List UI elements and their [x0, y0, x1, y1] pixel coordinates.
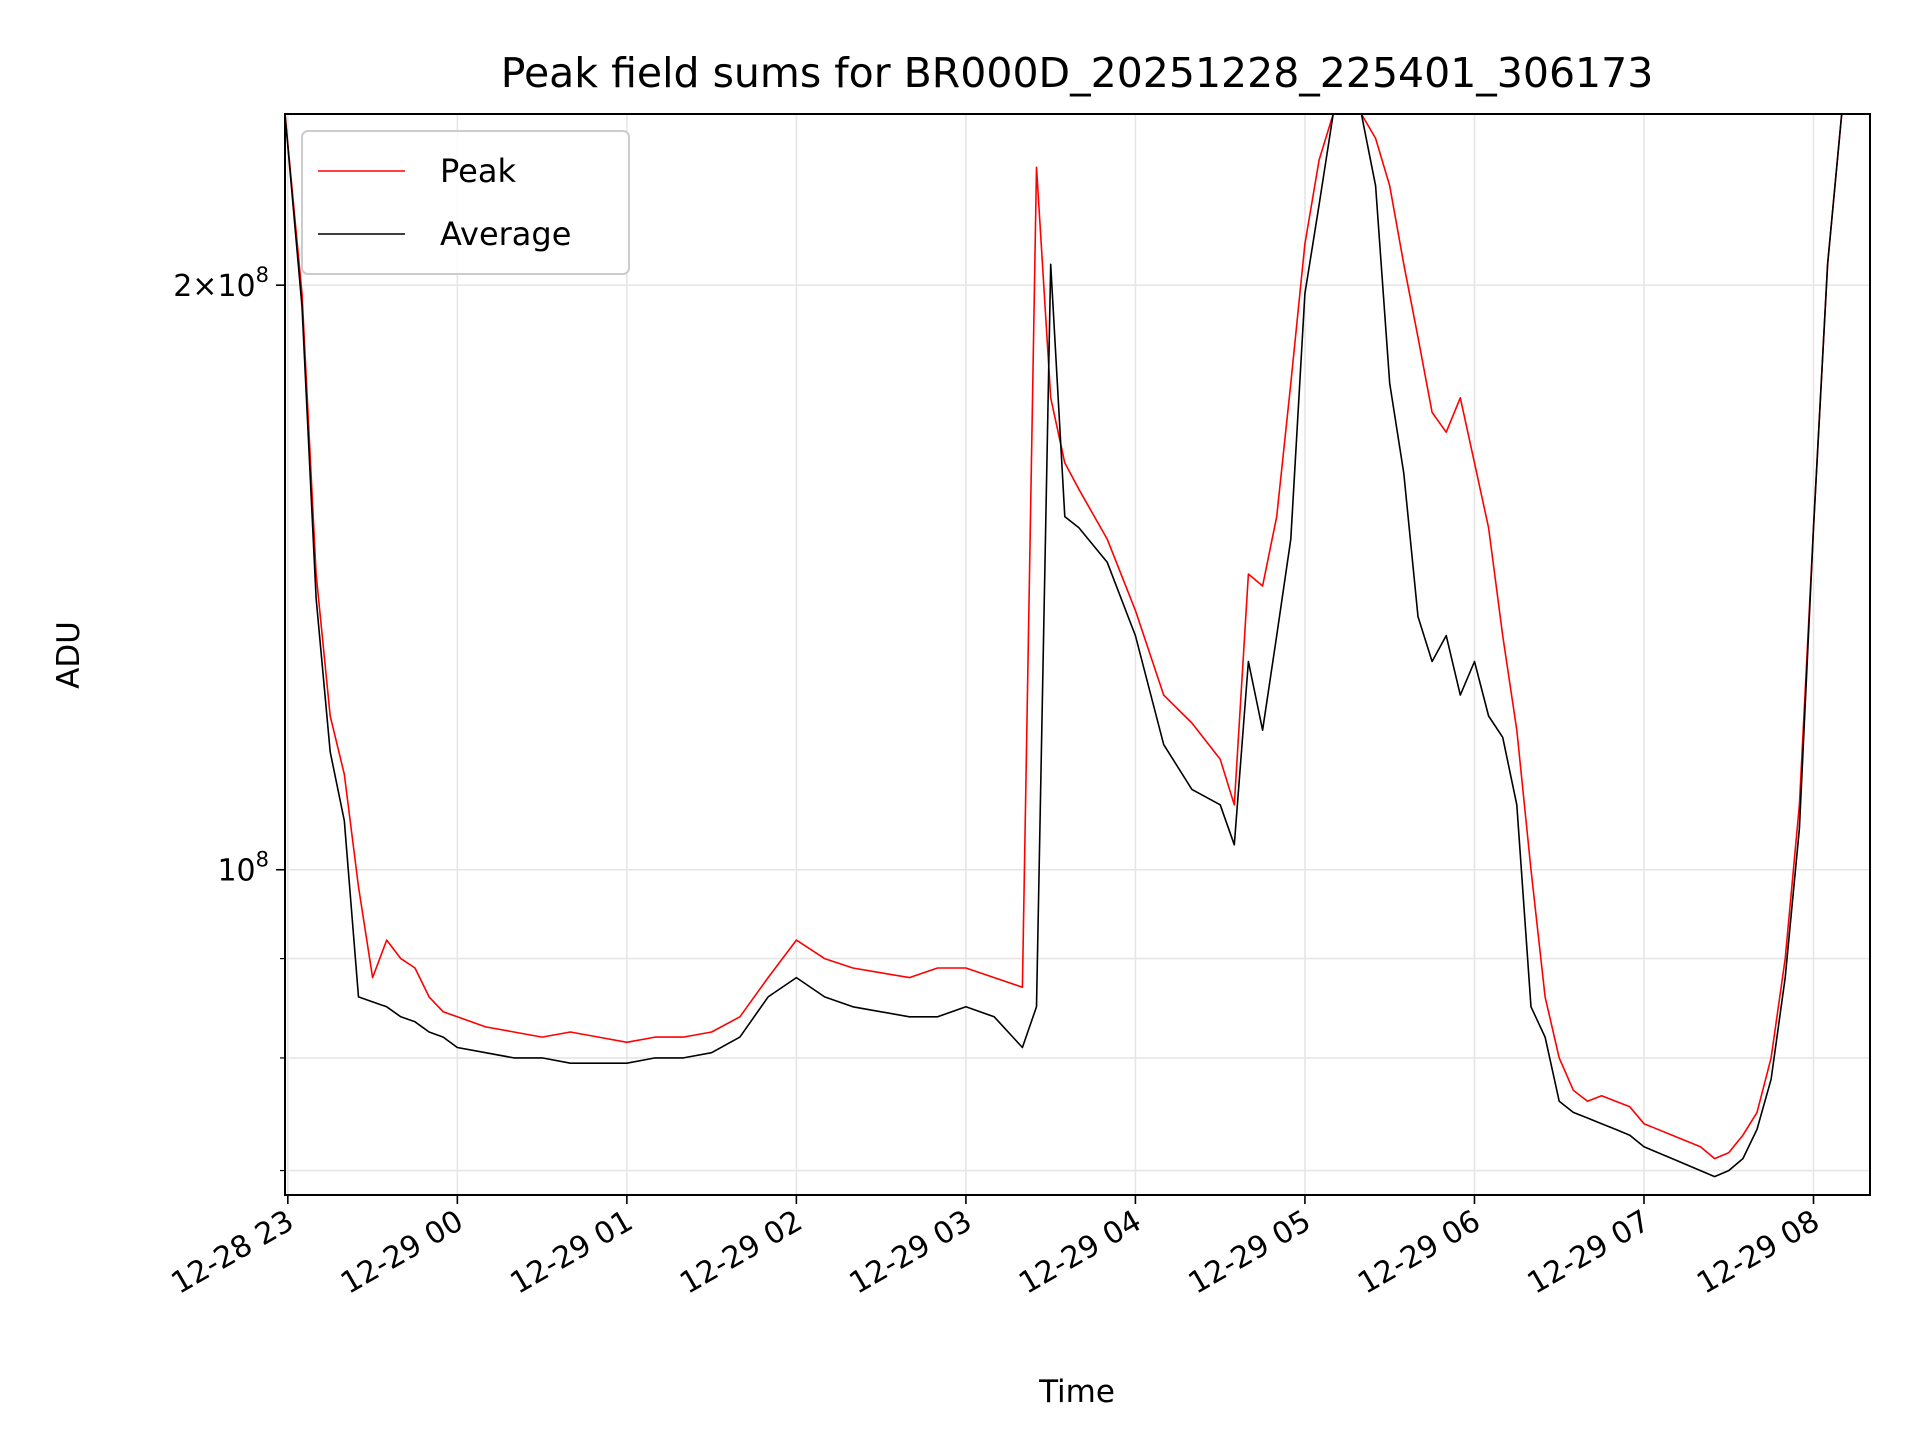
- legend: Peak Average: [301, 130, 630, 275]
- legend-box: [301, 130, 630, 275]
- series-average-line: [284, 113, 1843, 1178]
- y-axis-title: ADU: [51, 621, 87, 689]
- chart-title: Peak field sums for BR000D_20251228_2254…: [501, 49, 1654, 97]
- legend-label-average: Average: [440, 215, 571, 253]
- y-tick-label: 108: [217, 848, 269, 889]
- y-axis-ticks: 108 2×108: [173, 263, 285, 1172]
- x-axis-title: Time: [1038, 1374, 1115, 1410]
- y-tick-label: 2×108: [173, 263, 269, 304]
- plot-frame: [284, 113, 1871, 1196]
- legend-label-peak: Peak: [440, 152, 516, 190]
- series-peak-line: [284, 113, 1843, 1160]
- grid-lines: [285, 114, 1870, 1195]
- series-lines: [284, 113, 1843, 1178]
